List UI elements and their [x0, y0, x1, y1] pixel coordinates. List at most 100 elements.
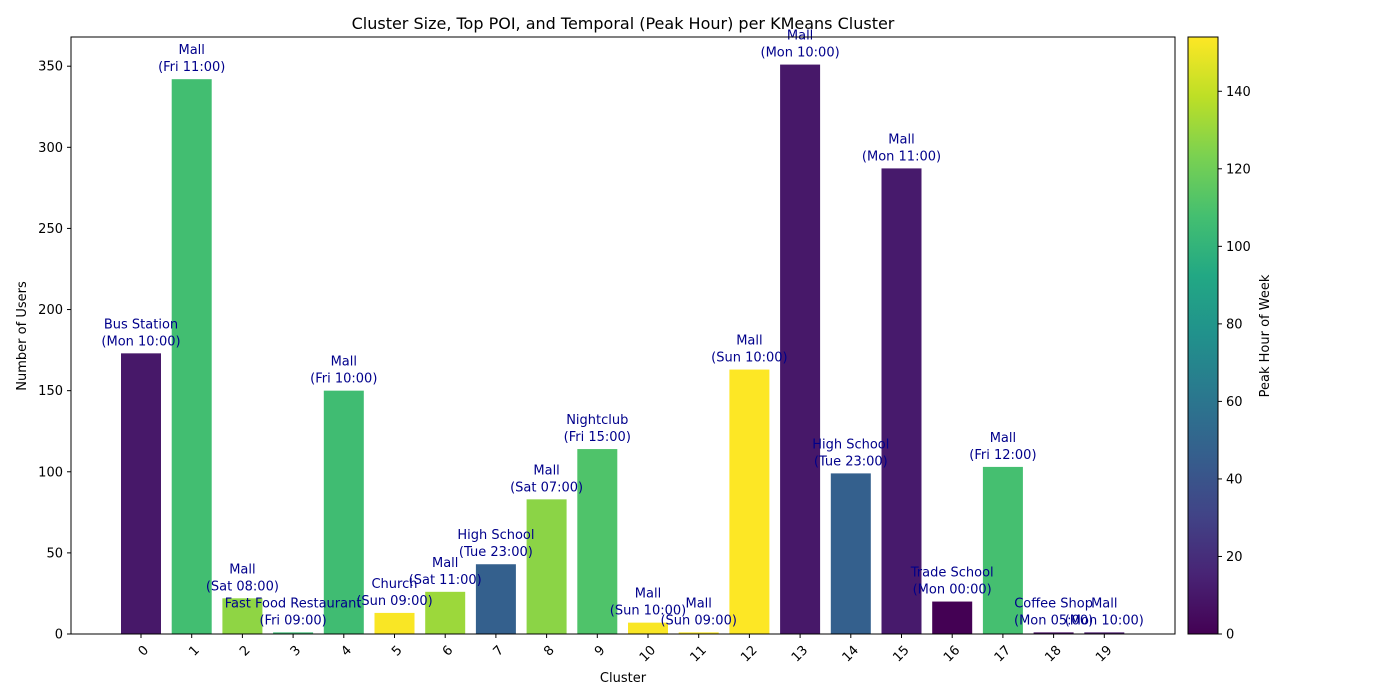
bar-label-poi-19: Mall [1091, 596, 1117, 611]
x-axis: 0 1 2 3 4 5 6 7 8 9 10 11 12 13 14 15 16 17 18 19 [136, 634, 1115, 665]
bar-label-poi-16: Trade School [910, 566, 994, 581]
bar-label-time-3: (Fri 09:00) [259, 613, 326, 628]
bar-label-time-17: (Fri 12:00) [969, 448, 1036, 463]
bar-cluster-3 [273, 632, 314, 634]
x-tick-label: 7 [491, 643, 507, 659]
bar-labels-group: Bus Station (Mon 10:00) Mall (Fri 11:00) Mal… [101, 29, 1143, 629]
x-tick-label: 14 [840, 643, 862, 665]
y-tick-label: 250 [38, 222, 63, 237]
bar-cluster-11 [678, 632, 719, 634]
y-tick-label: 350 [38, 60, 63, 75]
bar-cluster-5 [374, 612, 415, 634]
x-tick-label: 15 [890, 643, 912, 665]
colorbar-tick-label: 100 [1226, 240, 1251, 255]
x-tick-label: 19 [1093, 643, 1115, 665]
plot-frame [70, 36, 1176, 635]
bar-label-time-12: (Sun 10:00) [711, 351, 787, 366]
bar-cluster-8 [526, 499, 567, 634]
bar-label-time-1: (Fri 11:00) [158, 60, 225, 75]
bar-cluster-9 [577, 449, 618, 634]
y-tick-label: 100 [38, 465, 63, 480]
bar-cluster-17 [982, 466, 1023, 634]
bar-label-poi-15: Mall [888, 132, 914, 147]
x-tick-label: 18 [1042, 643, 1064, 665]
bar-label-poi-18: Coffee Shop [1014, 596, 1093, 611]
bar-cluster-2 [222, 598, 263, 634]
y-tick-label: 50 [46, 546, 63, 561]
y-tick-label: 300 [38, 141, 63, 156]
bar-label-time-7: (Tue 23:00) [459, 545, 533, 560]
colorbar-tick-label: 40 [1226, 472, 1243, 487]
bar-label-time-4: (Fri 10:00) [310, 372, 377, 387]
colorbar-tick-label: 80 [1226, 317, 1243, 332]
x-tick-label: 12 [738, 643, 760, 665]
bar-label-poi-1: Mall [178, 43, 204, 58]
bar-label-poi-6: Mall [432, 556, 458, 571]
bar-label-time-13: (Mon 10:00) [761, 46, 840, 61]
bar-label-time-10: (Sun 10:00) [610, 604, 686, 619]
bar-label-poi-10: Mall [635, 587, 661, 602]
x-tick-label: 6 [440, 643, 456, 659]
bar-label-poi-13: Mall [787, 29, 813, 44]
y-axis-label: Number of Users [15, 281, 30, 391]
bar-label-poi-14: High School [812, 437, 889, 452]
bar-label-poi-0: Bus Station [104, 317, 178, 332]
colorbar [1187, 36, 1219, 635]
bar-cluster-10 [628, 622, 668, 634]
bar-cluster-19 [1084, 632, 1125, 634]
bar-label-time-5: (Sun 09:00) [356, 594, 432, 609]
bar-label-poi-3: Fast Food Restaurant [225, 596, 362, 611]
x-tick-label: 9 [592, 643, 608, 659]
chart-title: Cluster Size, Top POI, and Temporal (Pea… [352, 14, 895, 33]
colorbar-ticks: 0 20 40 60 80 100 120 140 [1218, 85, 1251, 643]
x-tick-label: 1 [186, 643, 202, 659]
y-tick-label: 150 [38, 384, 63, 399]
bar-cluster-4 [323, 390, 364, 634]
colorbar-tick-label: 140 [1226, 85, 1251, 100]
bar-label-poi-7: High School [457, 528, 534, 543]
colorbar-tick-label: 120 [1226, 162, 1251, 177]
bar-cluster-18 [1033, 632, 1074, 634]
bar-label-time-15: (Mon 11:00) [862, 149, 941, 164]
bar-cluster-7 [475, 564, 516, 634]
bar-cluster-0 [121, 353, 161, 634]
bar-label-time-6: (Sat 11:00) [409, 573, 482, 588]
x-tick-label: 8 [541, 643, 557, 659]
x-tick-label: 4 [338, 643, 354, 659]
bar-cluster-14 [830, 473, 871, 634]
x-tick-label: 11 [687, 643, 709, 665]
bar-cluster-13 [780, 64, 821, 635]
bar-label-time-8: (Sat 07:00) [510, 480, 583, 495]
y-tick-label: 200 [38, 303, 63, 318]
colorbar-tick-label: 0 [1226, 628, 1234, 643]
bar-label-poi-5: Church [371, 577, 417, 592]
bar-cluster-12 [729, 369, 770, 634]
bar-label-time-2: (Sat 08:00) [206, 579, 279, 594]
bar-label-poi-4: Mall [331, 355, 357, 370]
bar-label-time-16: (Mon 00:00) [913, 583, 992, 598]
x-tick-label: 10 [637, 643, 659, 665]
bar-cluster-16 [932, 601, 973, 634]
bar-label-poi-11: Mall [685, 596, 711, 611]
bar-label-time-11: (Sun 09:00) [660, 613, 736, 628]
x-tick-label: 5 [389, 643, 405, 659]
bar-label-poi-12: Mall [736, 334, 762, 349]
bar-cluster-15 [881, 168, 922, 634]
bar-label-time-0: (Mon 10:00) [101, 334, 180, 349]
x-tick-label: 3 [288, 643, 304, 659]
y-tick-label: 0 [55, 628, 63, 643]
x-tick-label: 2 [237, 643, 253, 659]
bar-label-poi-2: Mall [229, 562, 255, 577]
bar-label-poi-9: Nightclub [566, 413, 628, 428]
colorbar-tick-label: 20 [1226, 550, 1243, 565]
colorbar-tick-label: 60 [1226, 395, 1243, 410]
bar-label-time-19: (Mon 10:00) [1065, 613, 1144, 628]
bar-label-time-14: (Tue 23:00) [814, 454, 888, 469]
x-tick-label: 17 [992, 643, 1014, 665]
bar-label-time-9: (Fri 15:00) [564, 430, 631, 445]
bar-cluster-6 [425, 591, 466, 634]
x-tick-label: 13 [789, 643, 811, 665]
bar-label-poi-17: Mall [990, 431, 1016, 446]
colorbar-label: Peak Hour of Week [1258, 274, 1273, 397]
